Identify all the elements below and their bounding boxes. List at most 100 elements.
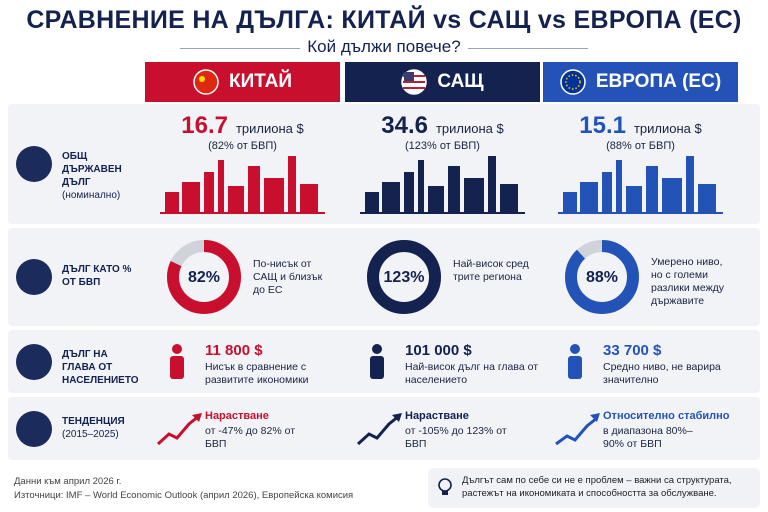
skyline-shape — [563, 192, 577, 214]
bulb-icon — [438, 478, 452, 495]
skyline-shape — [488, 156, 496, 214]
person-body — [370, 356, 384, 379]
amount: 16.7 — [181, 112, 228, 139]
skyline — [558, 156, 723, 214]
unit: трилиона $ — [435, 121, 504, 136]
trend-title: Относително стабилно — [603, 410, 730, 422]
person-head — [570, 344, 580, 354]
subtitle: Кой дължи повече? — [307, 37, 461, 56]
debt-gdp: (88% от БВП) — [606, 140, 675, 152]
share-note: Умерено ниво, но с големи разлики между … — [651, 256, 724, 307]
per-capita-note: Най-висок дълг на глава от населението — [405, 361, 539, 386]
share-note: По-нисък от САЩ и близък до ЕС — [253, 258, 323, 296]
row-icon — [16, 259, 52, 295]
person-body — [170, 356, 184, 379]
trend-title: Нарастване — [405, 410, 469, 422]
per-capita-note: Нисък в сравнение с развитите икономики — [205, 361, 309, 386]
per-capita-amount: 101 000 $ — [405, 342, 472, 359]
row-title: ДЪЛГ КАТО % ОТ БВП — [62, 264, 132, 288]
trend-line — [356, 414, 400, 446]
skyline-shape — [646, 166, 658, 214]
trend-arrow — [356, 413, 402, 446]
skyline-shape — [418, 160, 424, 214]
debt-amount: 34.6 трилиона $ — [345, 112, 540, 140]
trend-note: от -47% до 82% от БВП — [205, 425, 295, 450]
trend-note: от -105% до 123% от БВП — [405, 425, 507, 450]
skyline-shape — [602, 172, 612, 214]
person-icon — [568, 344, 582, 379]
donut-arc — [367, 240, 441, 314]
trend-head — [392, 413, 402, 422]
skyline-shape — [288, 156, 296, 214]
row-title: ТЕНДЕНЦИЯ — [62, 415, 125, 427]
row-title: ДЪЛГ НА ГЛАВА ОТ НАСЕЛЕНИЕТО — [62, 348, 139, 386]
flag — [193, 69, 219, 95]
amount: 15.1 — [579, 112, 626, 139]
row-sublabel: (номинално) — [62, 190, 121, 201]
person-body — [568, 356, 582, 379]
row-icon — [16, 410, 52, 447]
skyline-base — [160, 212, 325, 214]
skyline-shape — [662, 178, 682, 214]
skyline-shape — [182, 182, 200, 214]
trend-arrow — [555, 413, 600, 446]
debt-amount: 16.7 трилиона $ — [145, 112, 340, 140]
donut-label: 88% — [586, 269, 618, 286]
skyline — [160, 156, 325, 214]
amount: 34.6 — [381, 112, 428, 139]
skyline-shape — [228, 186, 244, 214]
skyline-shape — [218, 160, 224, 214]
skyline-shape — [428, 186, 444, 214]
donut-arc — [167, 240, 241, 314]
note-box — [428, 468, 760, 508]
person-head — [172, 344, 182, 354]
skyline-shape — [248, 166, 260, 214]
per-capita-amount: 11 800 $ — [205, 342, 263, 359]
donut: 123% — [367, 240, 441, 314]
unit: трилиона $ — [235, 121, 304, 136]
skyline-base — [558, 212, 723, 214]
column-title: САЩ — [437, 71, 484, 92]
debt-amount: 15.1 трилиона $ — [543, 112, 738, 140]
row-label: ДЪЛГ КАТО % ОТ БВП — [62, 263, 142, 289]
per-capita-amount: 33 700 $ — [603, 342, 662, 359]
row-sublabel: (2015–2025) — [62, 428, 119, 440]
row-icon — [16, 343, 52, 380]
skyline-shape — [264, 178, 284, 214]
debt-gdp: (82% от БВП) — [208, 140, 277, 152]
trend-line — [156, 414, 200, 446]
skyline — [360, 156, 525, 214]
donut-arc — [565, 240, 639, 314]
skyline-shape — [698, 184, 716, 214]
donut: 88% — [565, 240, 639, 314]
skyline-shape — [500, 184, 518, 214]
title: СРАВНЕНИЕ НА ДЪЛГА: КИТАЙ vs САЩ vs ЕВРО… — [26, 6, 742, 34]
skyline-base — [360, 212, 525, 214]
per-capita-note: Средно ниво, не варира значително — [603, 361, 721, 386]
footer-note: Дългът сам по себе си не е проблем – важ… — [462, 475, 732, 499]
donut-label: 82% — [188, 269, 220, 286]
trend-head — [192, 413, 202, 422]
skyline-shape — [165, 192, 179, 214]
person-icon — [370, 344, 384, 379]
person-head — [372, 344, 382, 354]
column-title: ЕВРОПА (ЕС) — [595, 71, 722, 92]
unit: трилиона $ — [633, 121, 702, 136]
skyline-shape — [300, 184, 318, 214]
skyline-shape — [365, 192, 379, 214]
skyline-shape — [404, 172, 414, 214]
footer-sources: Източници: IMF – World Economic Outlook … — [14, 490, 354, 501]
skyline-shape — [580, 182, 598, 214]
flag — [401, 69, 428, 95]
skyline-shape — [686, 156, 694, 214]
trend-head — [590, 413, 600, 422]
column-title: КИТАЙ — [228, 71, 293, 92]
row-label: ОБЩ ДЪРЖАВЕН ДЪЛГ (номинално) — [62, 150, 142, 202]
column-header: ЕВРОПА (ЕС) — [543, 62, 738, 102]
skyline-shape — [616, 160, 622, 214]
trend-line — [555, 416, 598, 446]
trend-note: в диапазона 80%–90% от БВП — [603, 425, 693, 450]
flag — [560, 69, 586, 95]
share-note: Най-висок сред трите региона — [453, 258, 529, 283]
